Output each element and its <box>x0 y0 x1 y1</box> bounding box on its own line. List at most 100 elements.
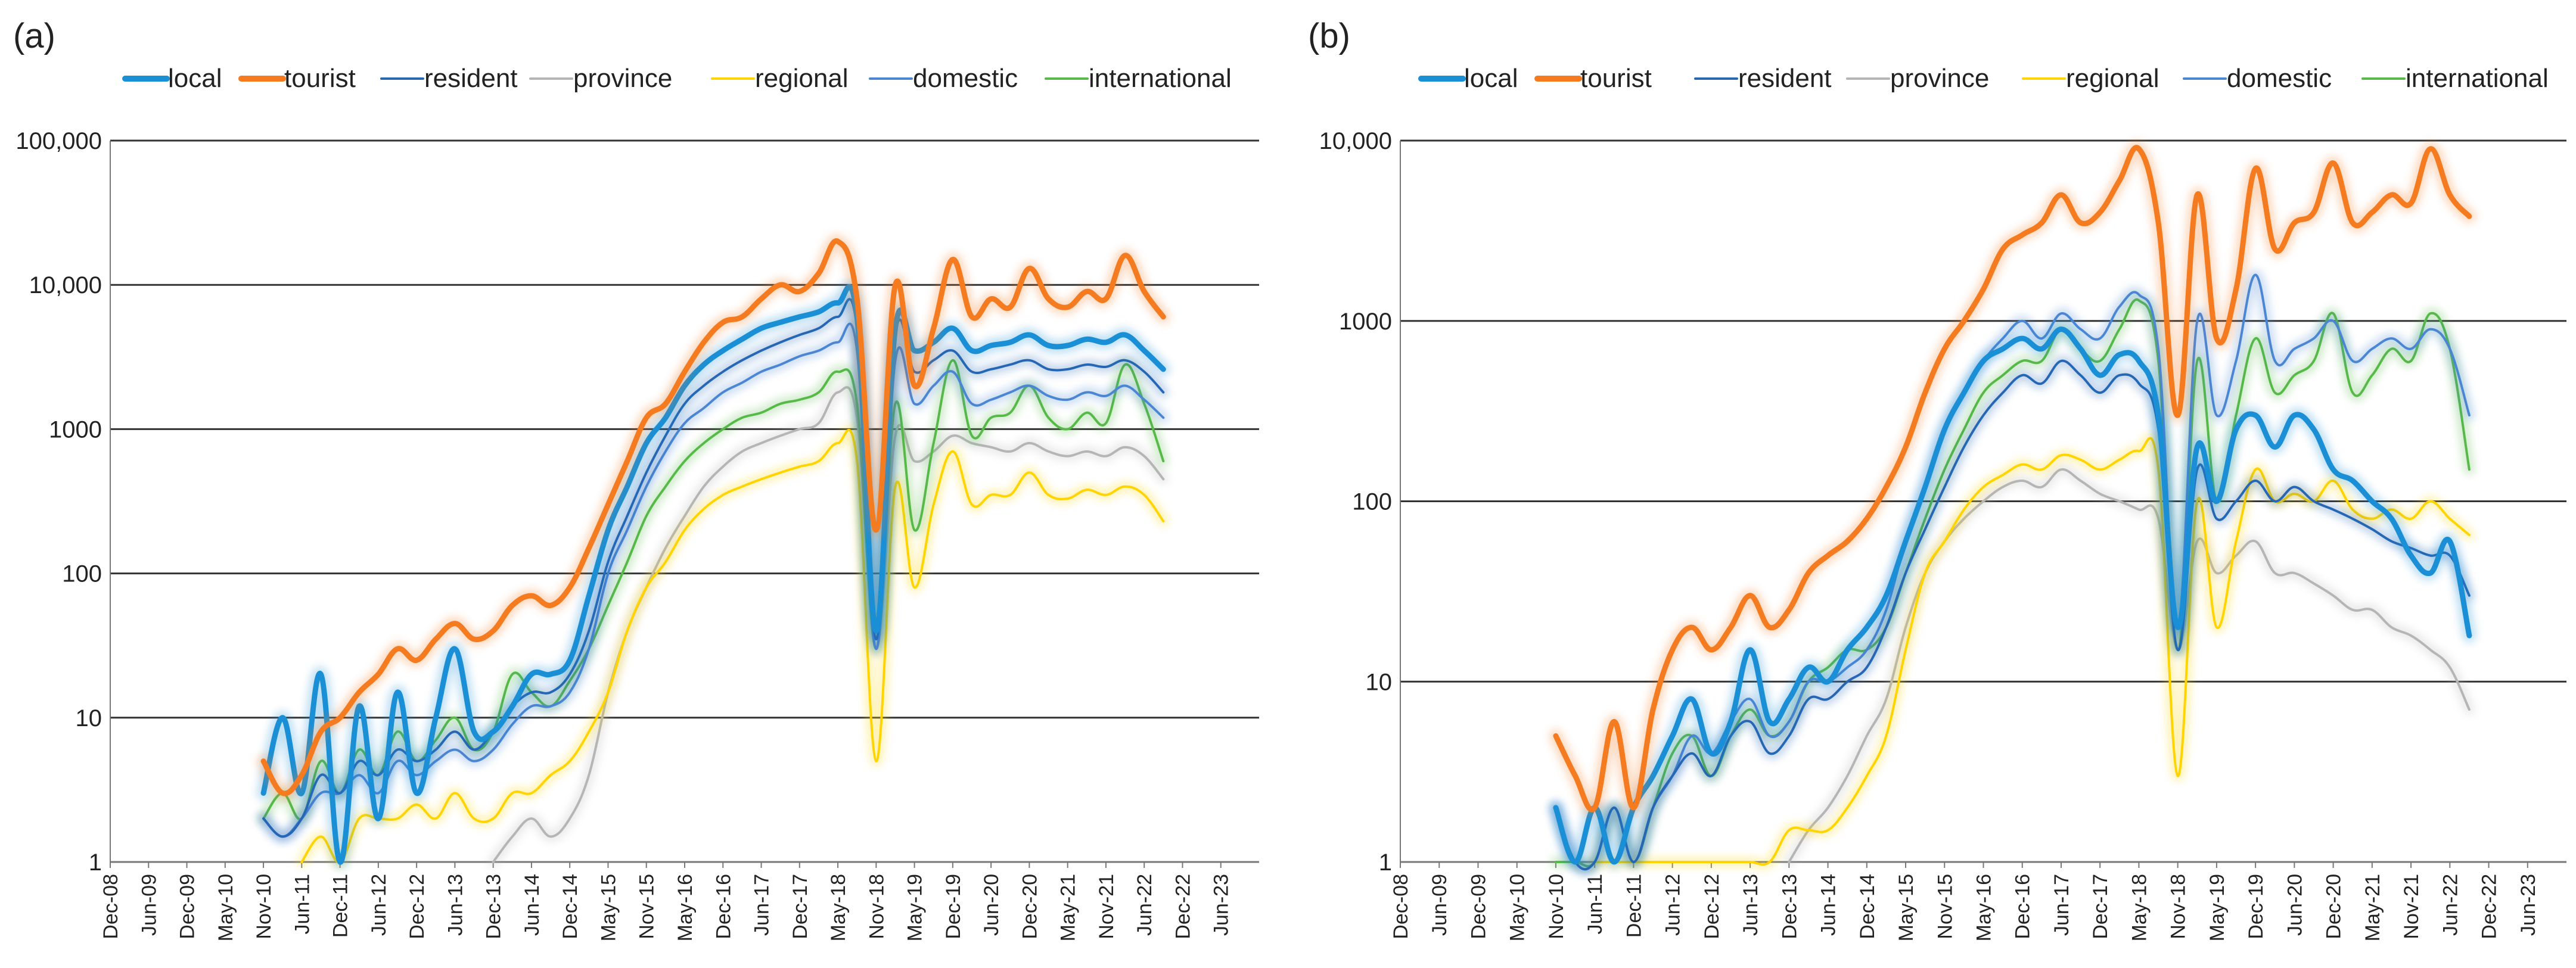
x-tick-label: Jun-17 <box>751 874 773 936</box>
x-tick-label: Jun-17 <box>2050 874 2073 936</box>
x-tick-label: May-18 <box>2128 874 2151 941</box>
legend-label-regional: regional <box>755 64 849 93</box>
x-tick-label: Dec-08 <box>1390 874 1412 939</box>
series-line-tourist <box>260 238 1166 796</box>
x-tick-label: Dec-09 <box>1467 874 1490 939</box>
x-tick-label: Jun-14 <box>521 874 543 936</box>
x-tick-label: Jun-11 <box>291 874 313 934</box>
legend-label-domestic: domestic <box>2227 64 2332 93</box>
legend: local tourist resident province regional dome… <box>122 64 1232 93</box>
x-tick-label: May-10 <box>1506 874 1529 941</box>
x-tick-label: Dec-19 <box>2245 874 2267 939</box>
x-tick-label: Nov-15 <box>636 874 658 939</box>
panel-a: (a) 1 10 100 1000 10,000 100,000 Dec-08 Jun-09 De… <box>13 17 1259 941</box>
x-tick-label: Dec-13 <box>1778 874 1801 939</box>
y-tick-label: 10 <box>76 705 102 732</box>
y-tick-label: 10,000 <box>1319 128 1392 154</box>
legend-label-province: province <box>1890 64 1989 93</box>
x-tick-label: Jun-20 <box>980 874 1003 936</box>
x-tick-label: Dec-14 <box>1856 874 1879 939</box>
panel-label: (a) <box>13 17 55 55</box>
x-tick-label: Jun-12 <box>1662 874 1685 936</box>
x-tick-label: Jun-14 <box>1817 874 1840 936</box>
x-tick-label: Nov-18 <box>2167 874 2190 939</box>
x-tick-label: Dec-09 <box>176 874 199 939</box>
panel-label: (b) <box>1308 17 1350 55</box>
x-tick-label: Jun-23 <box>2517 874 2540 936</box>
x-tick-label: Jun-22 <box>1133 874 1156 936</box>
x-tick-label: May-15 <box>597 874 620 941</box>
x-tick-label: Dec-11 <box>1623 874 1645 938</box>
y-tick-label: 1000 <box>49 416 102 443</box>
y-tick-label: 1 <box>89 849 102 876</box>
x-tick-label: Jun-11 <box>1584 874 1606 934</box>
x-tick-label: Nov-21 <box>1095 874 1118 939</box>
x-tick-label: Dec-20 <box>2323 874 2345 939</box>
x-tick-label: Dec-16 <box>2012 874 2034 939</box>
legend-label-tourist: tourist <box>284 64 356 93</box>
x-tick-label: May-19 <box>904 874 927 941</box>
x-tick-label: Jun-12 <box>368 874 390 936</box>
x-tick-label: Nov-15 <box>1934 874 1956 939</box>
y-tick-label: 100,000 <box>15 128 102 154</box>
x-tick-label: Dec-22 <box>2478 874 2501 939</box>
x-tick-label: Nov-21 <box>2400 874 2423 939</box>
x-tick-label: Dec-16 <box>712 874 735 939</box>
series-line-resident <box>1554 359 2471 871</box>
x-tick-label: Dec-08 <box>100 874 122 939</box>
legend-label-resident: resident <box>424 64 518 93</box>
y-tick-label: 1000 <box>1339 309 1392 335</box>
x-tick-label: May-21 <box>1057 874 1080 941</box>
legend-label-international: international <box>2406 64 2549 93</box>
x-tick-label: May-10 <box>215 874 237 941</box>
x-tick-label: Nov-18 <box>865 874 888 939</box>
x-tick-label: Jun-22 <box>2439 874 2462 936</box>
series-line-local <box>1553 326 2472 865</box>
series-line-domestic <box>262 322 1165 838</box>
x-tick-label: May-21 <box>2361 874 2384 941</box>
x-tick-label: Jun-09 <box>1428 874 1451 936</box>
x-tick-label: Nov-10 <box>253 874 275 939</box>
x-tick-label: Dec-13 <box>483 874 505 939</box>
panel-b: (b) 1 10 100 1000 10,000 Dec-08 Jun-09 Dec-09 May… <box>1308 17 2566 941</box>
legend-label-local: local <box>168 64 222 93</box>
x-tick-label: Jun-23 <box>1210 874 1233 936</box>
y-tick-label: 10 <box>1366 669 1393 695</box>
x-tick-label: Jun-09 <box>138 874 160 936</box>
x-tick-label: May-16 <box>1973 874 1996 941</box>
x-tick-label: Jun-20 <box>2283 874 2306 936</box>
x-tick-label: Dec-17 <box>2089 874 2112 939</box>
x-tick-label: May-15 <box>1895 874 1918 941</box>
x-tick-label: Jun-13 <box>1739 874 1762 936</box>
x-tick-label: Dec-12 <box>1701 874 1723 939</box>
x-tick-label: Dec-17 <box>789 874 812 939</box>
legend-label-province: province <box>573 64 672 93</box>
x-tick-label: Dec-19 <box>942 874 965 939</box>
x-tick-label: May-18 <box>827 874 850 941</box>
legend-label-resident: resident <box>1738 64 1832 93</box>
legend-label-regional: regional <box>2066 64 2159 93</box>
legend-label-tourist: tourist <box>1580 64 1652 93</box>
legend-label-international: international <box>1089 64 1232 93</box>
x-tick-label: May-19 <box>2206 874 2229 941</box>
x-tick-label: Dec-14 <box>559 874 582 939</box>
legend-label-domestic: domestic <box>913 64 1018 93</box>
series-line-tourist <box>1553 145 2472 813</box>
legend: local tourist resident province regional dome… <box>1418 64 2549 93</box>
x-tick-label: Dec-20 <box>1018 874 1041 939</box>
y-tick-label: 100 <box>62 561 102 587</box>
series-line-regional <box>300 428 1165 864</box>
x-tick-label: Dec-22 <box>1172 874 1194 939</box>
y-tick-label: 1 <box>1379 849 1392 876</box>
x-tick-label: Dec-12 <box>406 874 428 939</box>
series-line-province <box>1788 468 2471 863</box>
x-tick-label: Nov-10 <box>1545 874 1568 939</box>
x-tick-label: Jun-13 <box>444 874 467 936</box>
x-tick-label: Dec-11 <box>330 874 352 938</box>
series-glow-resident <box>1550 355 2475 875</box>
legend-label-local: local <box>1464 64 1518 93</box>
x-tick-label: May-16 <box>674 874 697 941</box>
y-tick-label: 10,000 <box>29 272 102 298</box>
